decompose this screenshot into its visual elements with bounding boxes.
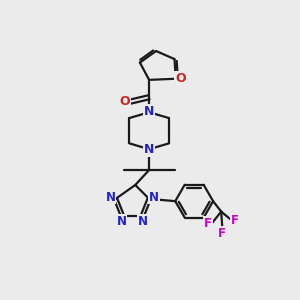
Text: N: N <box>106 190 116 203</box>
Text: N: N <box>116 215 126 228</box>
Text: N: N <box>138 215 148 228</box>
Text: O: O <box>176 72 186 85</box>
Text: F: F <box>218 227 226 240</box>
Text: F: F <box>204 217 212 230</box>
Text: O: O <box>119 95 130 108</box>
Text: N: N <box>144 143 154 156</box>
Text: N: N <box>144 105 154 118</box>
Text: N: N <box>149 190 159 203</box>
Text: F: F <box>231 214 239 226</box>
